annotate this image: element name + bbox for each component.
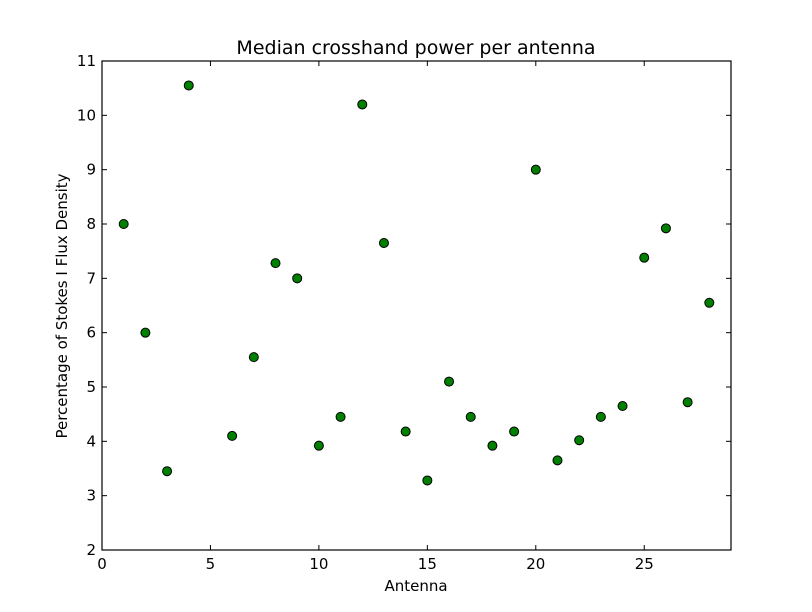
data-point bbox=[704, 297, 715, 308]
data-point bbox=[248, 352, 259, 363]
y-axis-label: Percentage of Stokes I Flux Density bbox=[53, 173, 71, 438]
y-tick-label: 5 bbox=[86, 378, 96, 396]
data-point bbox=[617, 401, 628, 412]
data-point bbox=[530, 164, 541, 175]
axes-frame bbox=[101, 60, 732, 551]
y-tick-label: 10 bbox=[77, 106, 96, 124]
data-point bbox=[183, 80, 194, 91]
data-point bbox=[140, 327, 151, 338]
data-point bbox=[227, 430, 238, 441]
data-point bbox=[639, 252, 650, 263]
x-tick-label: 20 bbox=[526, 555, 545, 573]
y-tick-label: 4 bbox=[86, 432, 96, 450]
y-tick-label: 2 bbox=[86, 541, 96, 559]
data-point bbox=[292, 273, 303, 284]
data-point bbox=[422, 475, 433, 486]
x-tick-label: 25 bbox=[635, 555, 654, 573]
data-point bbox=[162, 466, 173, 477]
y-tick-label: 6 bbox=[86, 324, 96, 342]
data-point bbox=[595, 411, 606, 422]
data-point bbox=[378, 238, 389, 249]
y-tick-label: 3 bbox=[86, 487, 96, 505]
data-point bbox=[444, 376, 455, 387]
x-tick-label: 0 bbox=[97, 555, 107, 573]
y-tick-label: 9 bbox=[86, 161, 96, 179]
data-point bbox=[270, 258, 281, 269]
data-point bbox=[487, 440, 498, 451]
data-point bbox=[313, 440, 324, 451]
y-tick-label: 11 bbox=[77, 52, 96, 70]
x-tick-label: 15 bbox=[418, 555, 437, 573]
data-point bbox=[552, 455, 563, 466]
data-point bbox=[682, 397, 693, 408]
data-point bbox=[335, 411, 346, 422]
x-tick-label: 10 bbox=[309, 555, 328, 573]
data-point bbox=[509, 426, 520, 437]
data-point bbox=[400, 426, 411, 437]
y-tick-label: 7 bbox=[86, 269, 96, 287]
data-point bbox=[118, 219, 129, 229]
data-point bbox=[357, 99, 368, 110]
data-point bbox=[574, 435, 585, 446]
chart-title: Median crosshand power per antenna bbox=[236, 37, 595, 59]
plot-area: 0 5 10 15 20 25 2 3 4 5 6 7 8 9 10 11 bbox=[77, 52, 732, 573]
y-tick-label: 8 bbox=[86, 215, 96, 233]
x-tick-label: 5 bbox=[206, 555, 216, 573]
x-axis-label: Antenna bbox=[384, 577, 447, 595]
data-point bbox=[660, 223, 671, 234]
data-point bbox=[465, 411, 476, 422]
